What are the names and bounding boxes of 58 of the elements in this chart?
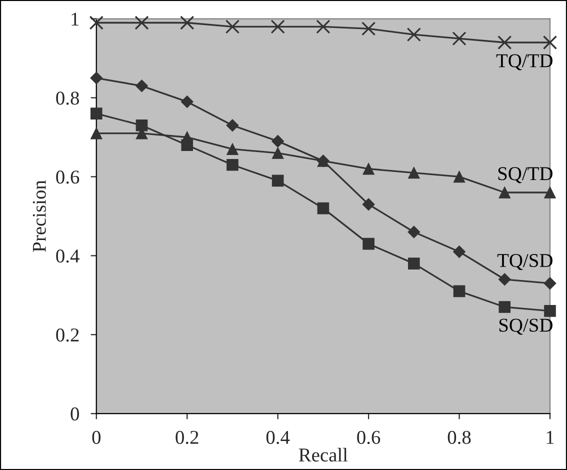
point [362, 238, 374, 250]
point [542, 35, 558, 50]
point [498, 301, 511, 313]
point [408, 166, 420, 179]
point [362, 198, 375, 211]
point [226, 143, 238, 155]
point [406, 28, 421, 42]
point [361, 22, 376, 36]
point [226, 119, 239, 132]
point [272, 134, 284, 148]
series-label: TQ/SD [497, 254, 552, 270]
x-tick-label: 0.4 [266, 430, 290, 444]
x-axis-title: Recall [298, 448, 348, 462]
point [181, 131, 194, 144]
series-label: SQ/SD [499, 318, 552, 335]
point [408, 226, 420, 238]
point [317, 202, 330, 214]
point [272, 147, 284, 159]
y-tick-label: 0.2 [56, 328, 79, 342]
point [270, 20, 285, 34]
series-label: TQ/TD [496, 54, 552, 70]
y-tick-label: 1 [72, 12, 79, 26]
point [272, 174, 284, 187]
x-tick-label: 1 [546, 430, 554, 444]
point [498, 273, 511, 286]
point [226, 158, 238, 171]
point [544, 277, 556, 290]
point [498, 186, 511, 198]
point [544, 305, 556, 317]
y-tick-label: 0.8 [56, 92, 79, 105]
point [225, 20, 240, 34]
x-tick-label: 0.6 [357, 430, 380, 444]
point [90, 108, 102, 120]
point [180, 16, 194, 30]
x-tick-label: 0.2 [176, 430, 198, 444]
point [136, 119, 148, 132]
x-tick-label: 0 [92, 430, 101, 444]
point [498, 35, 512, 50]
point [452, 31, 466, 46]
point [544, 186, 556, 198]
point [453, 285, 466, 298]
point [453, 170, 466, 183]
point [90, 72, 103, 84]
point [362, 162, 374, 175]
point [408, 258, 420, 270]
point [136, 80, 148, 92]
y-tick-label: 0 [70, 407, 79, 421]
series-label: SQ/TD [498, 167, 552, 184]
point [316, 20, 330, 34]
point [90, 127, 102, 140]
y-axis-title: Precision [32, 180, 46, 252]
x-tick-label: 0.8 [448, 430, 471, 444]
point [89, 16, 104, 30]
y-tick-label: 0.6 [56, 170, 80, 184]
point [180, 95, 194, 108]
point [134, 16, 149, 30]
y-tick-label: 0.4 [56, 249, 80, 263]
point [453, 245, 466, 258]
